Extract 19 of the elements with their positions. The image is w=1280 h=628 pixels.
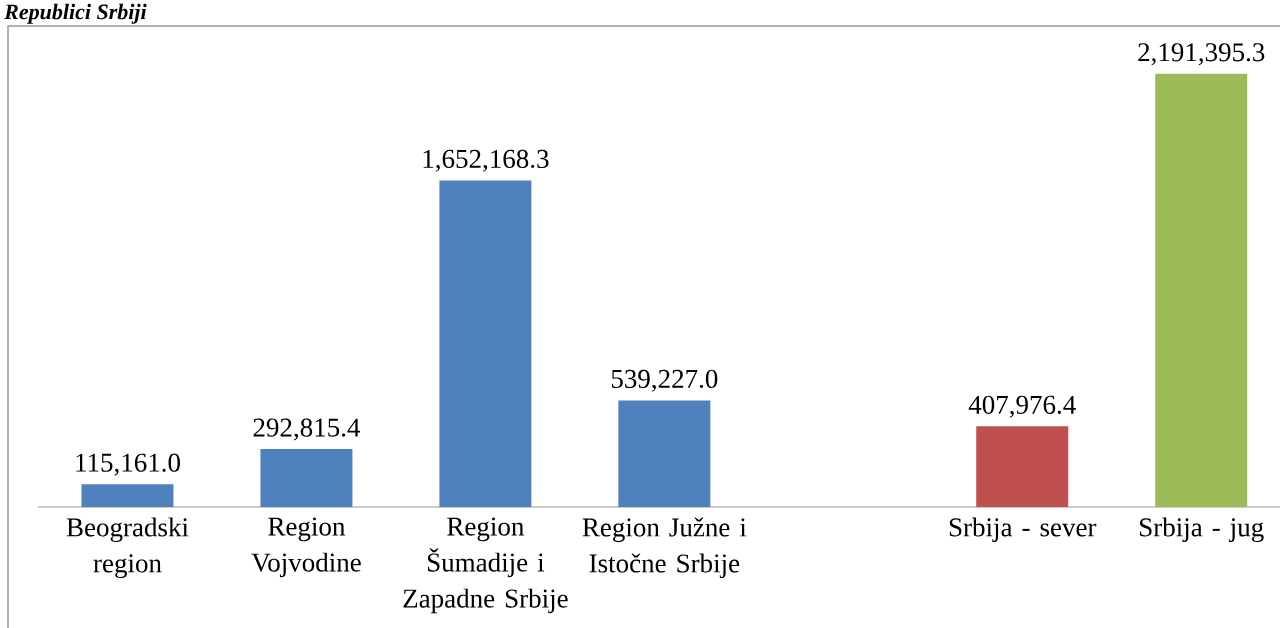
bar <box>618 400 711 507</box>
data-label: 539,227.0 <box>611 369 718 392</box>
x-tick-label: Region Vojvodine <box>251 517 361 578</box>
bar <box>976 426 1069 507</box>
data-label: 407,976.4 <box>968 395 1076 418</box>
x-tick-label: Region Južne i Istočne Srbije <box>582 517 747 579</box>
data-label: 115,161.0 <box>76 453 180 476</box>
bar <box>260 449 353 507</box>
x-tick-label: Srbija - sever <box>949 517 1097 543</box>
data-label: 1,652,168.3 <box>423 149 549 172</box>
data-label: 292,815.4 <box>253 418 361 441</box>
bar <box>81 484 174 507</box>
chart-title: Republici Srbiji <box>4 3 147 24</box>
x-tick-label: Srbija - jug <box>1140 517 1264 543</box>
bar <box>439 180 532 507</box>
x-tick-label: Beogradski region <box>66 517 189 579</box>
x-tick-label: Region Šumadije i Zapadne Srbije <box>403 517 568 614</box>
bar <box>1155 73 1248 507</box>
data-label: 2,191,395.3 <box>1138 43 1265 66</box>
